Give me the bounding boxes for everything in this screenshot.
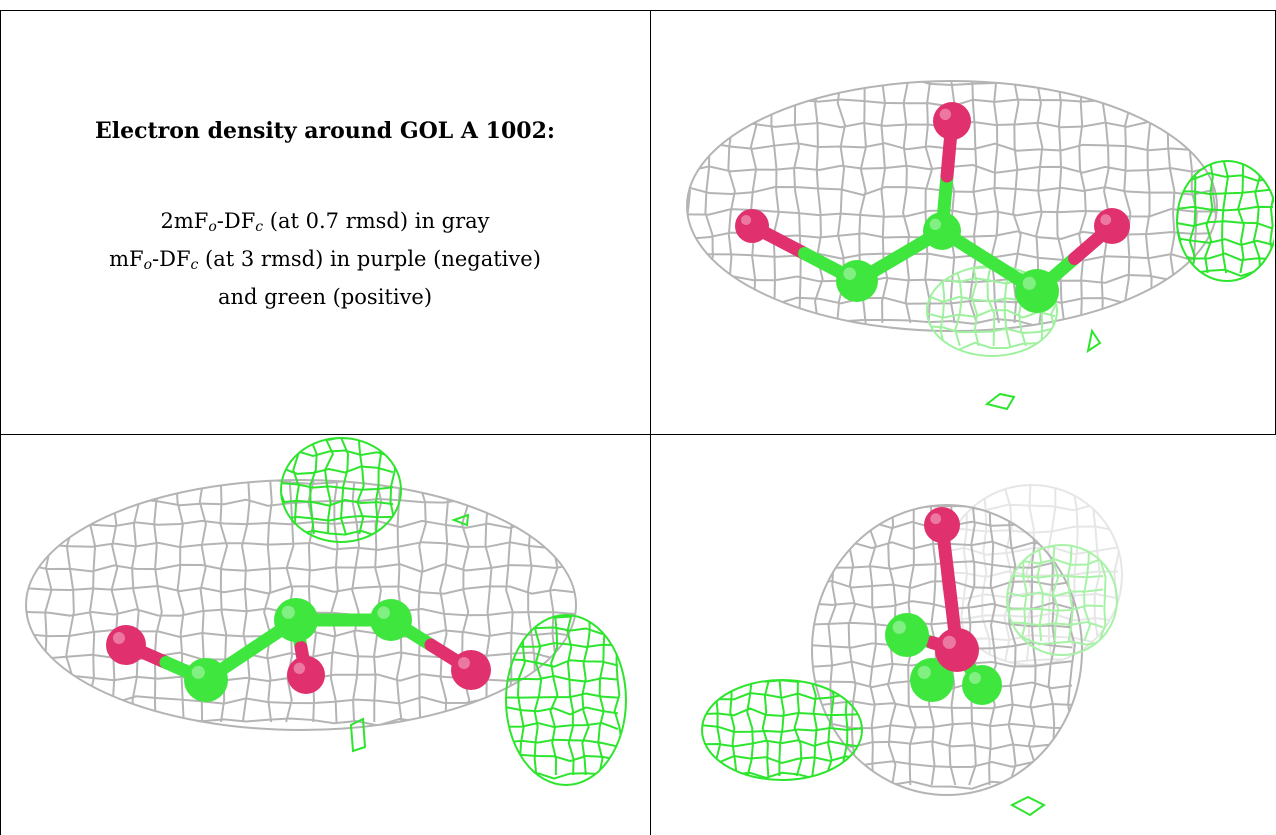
green-density-speck: [1009, 795, 1046, 817]
legend-line-2: mFo-DFc (at 3 rmsd) in purple (negative): [109, 247, 541, 273]
oxygen-atom-highlight: [458, 657, 470, 669]
green-density-speck: [451, 513, 470, 527]
oxygen-atom: [106, 625, 146, 665]
oxygen-atom: [287, 656, 325, 694]
density-view-bottom-left: [1, 435, 649, 835]
oxygen-atom-highlight: [939, 108, 952, 121]
page-title: Electron density around GOL A 1002:: [94, 118, 556, 144]
green-density-mesh: [280, 437, 402, 543]
frame-row-divider: [0, 434, 1276, 435]
legend: 2mFo-DFc (at 0.7 rmsd) in gray mFo-DFc (…: [10, 205, 640, 313]
carbon-atom-highlight: [377, 606, 390, 619]
carbon-atom-highlight: [892, 620, 906, 634]
frame-left: [0, 10, 1, 835]
carbon-atom: [274, 598, 318, 642]
green-density-mesh-faded: [1006, 544, 1118, 656]
carbon-atom: [184, 658, 228, 702]
green-density-mesh-outline: [1176, 160, 1274, 282]
carbon-atom-highlight: [917, 665, 931, 679]
density-render: [686, 80, 1274, 411]
green-density-speck: [1086, 328, 1102, 354]
legend-line-3: and green (positive): [217, 285, 433, 309]
carbon-atom: [370, 599, 412, 641]
carbon-atom: [885, 613, 929, 657]
density-render: [25, 437, 627, 786]
oxygen-atom: [1094, 208, 1130, 244]
carbon-atom: [910, 658, 954, 702]
gray-density-mesh-outline: [25, 479, 577, 731]
oxygen-atom: [935, 628, 979, 672]
carbon-atom: [1015, 269, 1059, 313]
green-density-speck: [349, 717, 367, 753]
green-density-mesh-outline: [701, 679, 863, 781]
legend-line-1: 2mFo-DFc (at 0.7 rmsd) in gray: [160, 209, 490, 235]
green-density-speck: [984, 392, 1016, 411]
carbon-atom-highlight: [1022, 276, 1036, 290]
oxygen-atom-highlight: [113, 632, 125, 644]
oxygen-atom-highlight: [293, 662, 306, 675]
carbon-atom: [962, 665, 1002, 705]
density-view-top-right: [652, 11, 1274, 433]
oxygen-atom: [735, 209, 769, 243]
oxygen-atom: [933, 102, 971, 140]
oxygen-atom-highlight: [1100, 214, 1112, 226]
green-density-mesh-outline: [505, 614, 627, 786]
oxygen-atom: [924, 507, 960, 543]
carbon-atom-highlight: [191, 665, 205, 679]
green-density-mesh-faded-outline: [1006, 544, 1118, 656]
oxygen-atom: [451, 650, 491, 690]
frame-middle: [650, 10, 651, 835]
oxygen-atom-highlight: [740, 214, 752, 226]
carbon-atom: [836, 260, 878, 302]
carbon-atom-highlight: [281, 605, 295, 619]
green-density-mesh: [505, 614, 627, 786]
carbon-atom-highlight: [969, 672, 981, 684]
oxygen-atom-highlight: [942, 635, 956, 649]
green-density-mesh: [701, 679, 863, 781]
density-render: [701, 484, 1123, 817]
frame-top: [0, 10, 1276, 11]
green-density-mesh-outline: [280, 437, 402, 543]
oxygen-atom-highlight: [930, 513, 942, 525]
carbon-atom-highlight: [843, 267, 856, 280]
density-view-bottom-right: [652, 435, 1274, 835]
carbon-atom-highlight: [929, 218, 942, 231]
gray-density-mesh-outline: [811, 504, 1083, 796]
carbon-atom: [923, 212, 961, 250]
